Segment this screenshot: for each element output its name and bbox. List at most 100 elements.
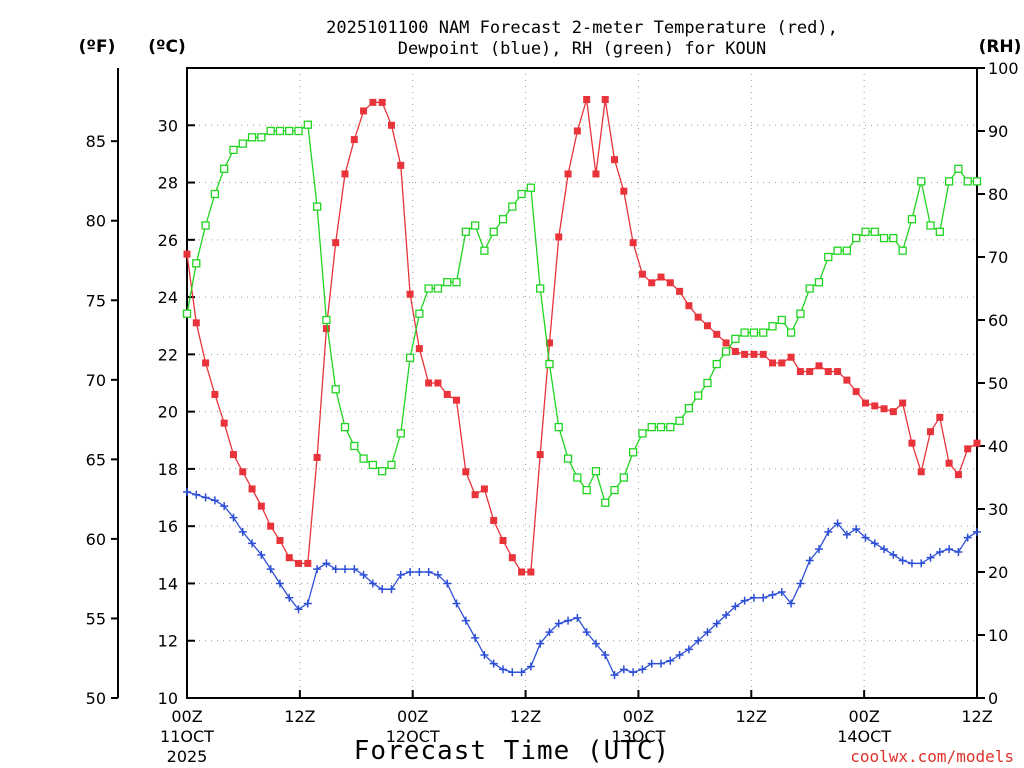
- dewpoint-point: [768, 590, 777, 599]
- rh-point: [610, 485, 619, 495]
- dewpoint-point: [945, 545, 954, 554]
- temperature-point: [443, 390, 451, 398]
- dewpoint-point: [415, 568, 424, 576]
- celsius-tick-label: 16: [158, 517, 178, 536]
- dewpoint-point: [880, 545, 889, 554]
- time-tick-label: 00Z: [171, 707, 202, 726]
- dewpoint-point: [824, 527, 833, 536]
- dewpoint-point: [657, 659, 665, 668]
- temperature-point: [685, 302, 693, 310]
- rh-point: [294, 126, 303, 136]
- dewpoint-point: [861, 533, 870, 542]
- dewpoint-point: [703, 628, 712, 637]
- rh-point: [275, 126, 285, 136]
- temperature-point: [471, 491, 479, 499]
- dewpoint-point: [787, 599, 796, 608]
- temperature-point: [741, 350, 749, 358]
- dewpoint-point: [378, 585, 387, 594]
- dewpoint-point: [591, 639, 600, 648]
- rh-point: [405, 353, 415, 362]
- temperature-point: [350, 136, 358, 144]
- rh-point: [582, 485, 591, 495]
- temperature-point: [657, 273, 665, 281]
- temperature-point: [285, 554, 293, 562]
- celsius-unit-label: (ºC): [148, 37, 186, 57]
- temperature-point: [527, 568, 535, 576]
- celsius-tick-label: 10: [158, 689, 178, 708]
- temperature-point: [573, 127, 581, 135]
- rh-tick-label: 70: [988, 248, 1008, 267]
- dewpoint-point: [499, 665, 507, 674]
- dewpoint-point: [926, 553, 935, 562]
- celsius-tick-label: 18: [158, 460, 178, 479]
- temperature-point: [406, 290, 414, 298]
- temperature-point: [183, 250, 191, 258]
- rh-point: [545, 359, 554, 369]
- rh-point: [415, 309, 424, 318]
- fahrenheit-tick-label: 80: [86, 212, 106, 231]
- temperature-point: [601, 96, 609, 103]
- rh-point: [879, 233, 889, 243]
- temperature-point: [360, 107, 368, 115]
- temperature-point: [824, 368, 832, 376]
- dewpoint-point: [359, 570, 368, 579]
- dewpoint-point: [917, 559, 926, 568]
- temperature-point: [927, 428, 935, 436]
- rh-point: [489, 227, 498, 236]
- temperature-point: [908, 439, 916, 447]
- dewpoint-point: [303, 599, 312, 608]
- rh-point: [443, 278, 452, 287]
- dewpoint-point: [183, 487, 191, 496]
- temperature-point: [229, 451, 237, 459]
- dewpoint-point: [973, 527, 981, 536]
- dewpoint-point: [619, 665, 628, 674]
- date-tick-label: 13OCT: [611, 727, 665, 746]
- temperature-point: [852, 388, 860, 396]
- time-tick-label: 12Z: [961, 707, 992, 726]
- celsius-tick-label: 26: [158, 231, 178, 250]
- rh-point: [331, 385, 340, 394]
- rh-point: [768, 322, 777, 331]
- date-tick-label: 14OCT: [837, 727, 891, 746]
- rh-point: [396, 429, 405, 438]
- rh-point: [935, 227, 944, 236]
- rh-point: [796, 309, 805, 318]
- temperature-point: [703, 322, 711, 330]
- dewpoint-point: [536, 639, 545, 648]
- temperature-point: [295, 559, 303, 567]
- axes: [111, 67, 985, 699]
- rh-tick-label: 40: [988, 437, 1008, 456]
- dewpoint-point: [740, 596, 749, 605]
- dewpoint-point: [684, 645, 693, 654]
- dewpoint-point: [647, 659, 656, 668]
- rh-point: [266, 126, 275, 136]
- rh-point: [517, 189, 526, 199]
- temperature-point: [759, 350, 767, 358]
- temperature-point: [713, 330, 721, 338]
- dewpoint-point: [331, 565, 340, 574]
- temperature-point: [499, 537, 507, 544]
- dewpoint-point: [238, 527, 247, 536]
- temperature-point: [220, 419, 228, 427]
- dewpoint-point: [387, 585, 396, 594]
- dewpoint-point: [461, 616, 470, 625]
- temperature-point: [453, 396, 461, 404]
- dewpoint-point: [192, 490, 201, 499]
- dewpoint-point: [935, 547, 944, 556]
- temperature-point: [917, 468, 925, 476]
- fahrenheit-tick-label: 70: [86, 371, 106, 390]
- source-credit: coolwx.com/models: [850, 747, 1014, 766]
- fahrenheit-tick-label: 65: [86, 450, 106, 469]
- rh-point: [889, 233, 898, 243]
- temperature-point: [276, 537, 284, 544]
- rh-point: [694, 391, 703, 400]
- rh-point: [526, 183, 536, 192]
- dewpoint-point: [266, 565, 275, 574]
- temperature-point: [871, 402, 879, 410]
- rh-unit-label: (RH): [979, 37, 1022, 57]
- dewpoint-point: [526, 662, 535, 671]
- dewpoint-point: [963, 533, 972, 542]
- rh-point: [675, 416, 684, 425]
- celsius-tick-label: 20: [158, 403, 178, 422]
